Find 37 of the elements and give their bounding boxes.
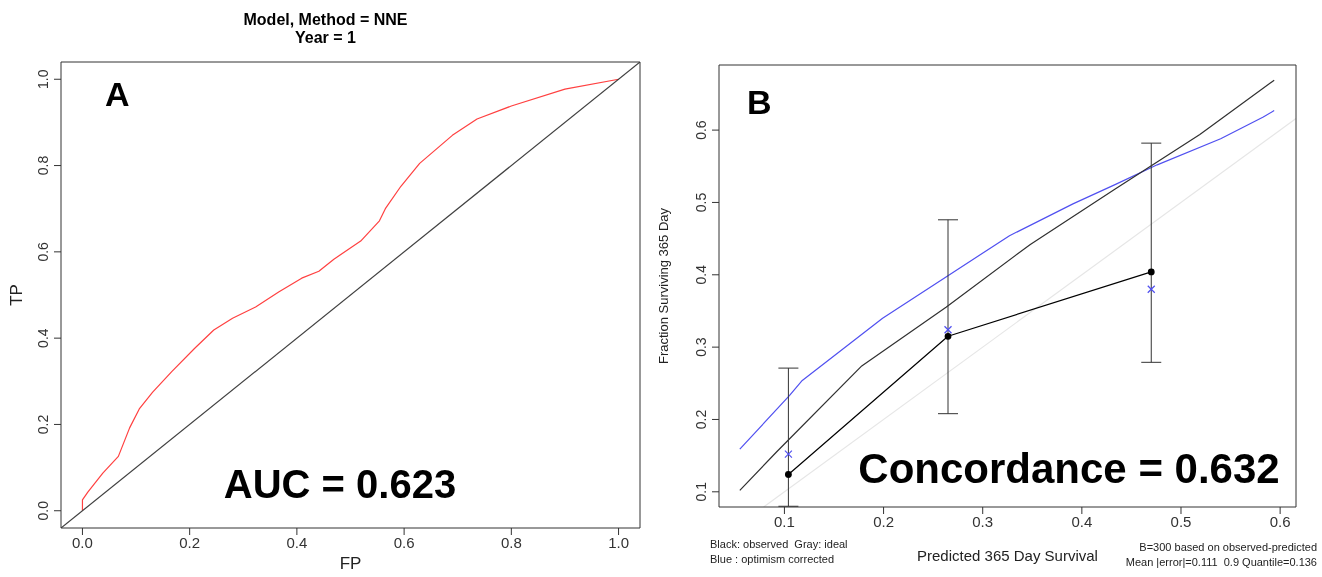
y-axis-title: Fraction Surviving 365 Day [655,207,671,365]
y-tick-label: 0.3 [693,337,709,357]
y-tick-label: 0.4 [35,328,51,348]
y-tick-label: 0.5 [693,192,709,213]
x-tick-label: 1.0 [608,533,629,551]
y-axis-title: TP [7,284,27,306]
x-tick-label: 0.4 [286,533,308,551]
x-tick-label: 0.6 [1269,512,1291,530]
annotation: A [105,75,130,114]
text: Blue : optimism corrected [710,553,835,566]
x-tick-label: 0.2 [179,533,201,551]
x-tick-label: 0.2 [873,512,894,530]
y-tick-label: 0.8 [35,155,51,176]
x-tick-label: 0.5 [1170,512,1192,530]
chart-title: Model, Method = NNE [242,11,409,29]
chart-subtitle: Year = 1 [294,29,357,47]
x-tick-label: 0.1 [774,512,795,530]
x-tick-label: 0.4 [1071,512,1093,530]
annotation: AUC = 0.623 [223,462,457,506]
annotation: Concordance = 0.632 [858,445,1280,493]
x-axis-title: Predicted 365 Day Survival [917,547,1098,564]
y-tick-label: 0.1 [693,481,709,502]
x-axis-title: FP [339,554,362,573]
y-tick-label: 1.0 [35,69,51,89]
y-tick-label: 0.2 [693,409,709,430]
x-tick-label: 0.0 [72,533,93,551]
y-tick-label: 0.6 [693,120,709,140]
y-tick-label: 0.2 [35,414,51,435]
text: B=300 based on observed-predicted [1139,541,1317,554]
annotation: B [747,83,772,122]
x-tick-label: 0.8 [500,533,522,551]
y-tick-label: 0.6 [35,241,51,262]
y-tick-label: 0.4 [693,264,709,285]
x-tick-label: 0.3 [972,512,994,530]
text: Black: observed Gray: ideal [710,538,848,551]
text: Mean |error|=0.111 0.9 Quantile=0.136 [1125,556,1317,569]
x-tick-label: 0.6 [393,533,415,551]
